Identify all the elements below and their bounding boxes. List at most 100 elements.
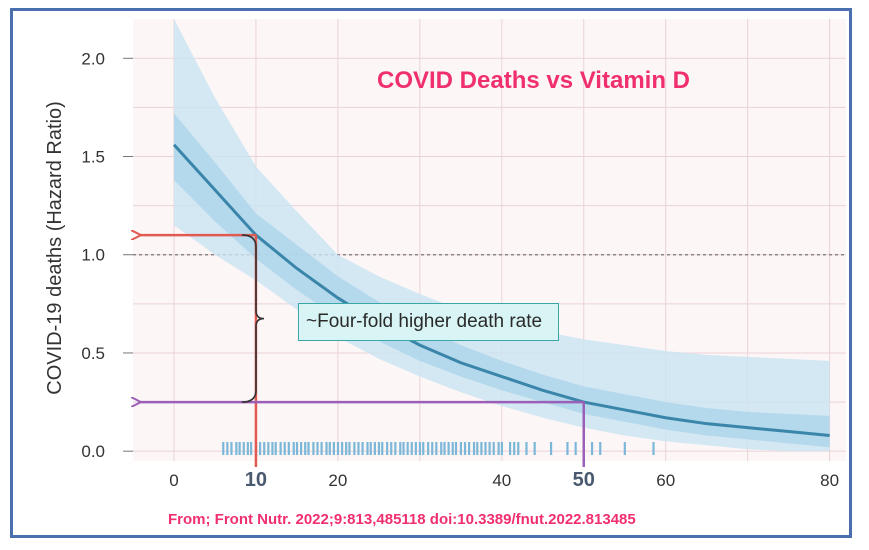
rug-mark: [336, 442, 340, 455]
rug-mark: [357, 442, 360, 455]
rug-mark: [366, 442, 369, 455]
rug-mark: [418, 442, 422, 455]
rug-mark: [373, 442, 376, 455]
rug-mark: [348, 442, 351, 455]
rug-mark: [517, 442, 520, 455]
x-tick-label: 80: [820, 471, 839, 490]
y-tick-label: 0.0: [81, 442, 105, 461]
rug-mark: [390, 442, 393, 455]
rug-mark: [300, 442, 303, 455]
chart-svg: 0.0 0.5 1.0 1.5 2.0 0 20 40 60 80 10 50 COVID Dea…: [44, 19, 846, 491]
rug-mark: [472, 442, 476, 455]
rug-mark: [468, 442, 471, 455]
rug-mark: [267, 442, 270, 455]
rug-mark: [369, 442, 372, 455]
rug-mark: [377, 442, 381, 455]
rug-mark: [623, 442, 626, 455]
rug-mark: [533, 442, 536, 455]
x-tick-label: 60: [656, 471, 675, 490]
hazard-ratio-line: [172, 143, 830, 437]
rug-mark: [246, 442, 249, 455]
rug-mark: [222, 442, 225, 455]
rug-mark: [307, 442, 310, 455]
rug-mark: [274, 442, 277, 455]
rug-mark: [652, 442, 655, 455]
rug-mark: [440, 442, 443, 455]
chart-title: COVID Deaths vs Vitamin D: [377, 67, 690, 94]
rug-mark: [399, 442, 402, 455]
rug-mark: [238, 442, 241, 455]
x-tick-label: 0: [169, 471, 178, 490]
rug-mark: [410, 442, 413, 455]
rug-mark: [263, 442, 266, 455]
rug-mark: [406, 442, 409, 455]
rug-mark: [242, 442, 245, 455]
rug-mark: [574, 442, 577, 455]
rug-mark: [386, 442, 389, 455]
rug-mark: [316, 442, 319, 455]
rug-mark: [402, 442, 405, 455]
rug-mark: [566, 442, 569, 455]
confidence-band-inner: [173, 113, 830, 448]
rug-mark: [451, 442, 454, 455]
x-tick-label: 20: [328, 471, 347, 490]
rug-mark: [513, 442, 516, 455]
rug-mark: [259, 442, 262, 455]
rug-mark: [394, 442, 397, 455]
rug-mark: [235, 442, 238, 455]
rug-mark: [250, 442, 253, 455]
rug-mark: [340, 442, 344, 455]
rug-mark: [292, 442, 295, 455]
y-tick-label: 1.0: [81, 246, 105, 265]
rug-mark: [459, 442, 463, 455]
x-tick-label: 40: [492, 471, 511, 490]
rug-mark: [287, 442, 290, 455]
source-citation: From; Front Nutr. 2022;9:813,485118 doi:…: [168, 511, 636, 528]
rug-mark: [328, 442, 331, 455]
rug-mark: [447, 442, 450, 455]
rug-mark: [283, 442, 286, 455]
rug-mark: [312, 442, 315, 455]
y-axis-title: COVID-19 deaths (Hazard Ratio): [44, 101, 66, 394]
y-tick-label: 2.0: [81, 49, 105, 68]
rug-mark: [508, 442, 512, 455]
rug-mark: [599, 442, 602, 455]
rug-mark: [484, 442, 487, 455]
rug-mark: [480, 442, 483, 455]
rug-marks: [222, 442, 655, 455]
rug-mark: [549, 442, 553, 455]
rug-mark: [525, 442, 528, 455]
rug-mark: [345, 442, 348, 455]
rug-mark: [271, 442, 274, 455]
marker-label: 50: [573, 469, 595, 491]
y-axis-ticks: 0.0 0.5 1.0 1.5 2.0: [81, 49, 133, 461]
rug-mark: [497, 442, 500, 455]
annotation-label: ~Four-fold higher death rate: [298, 303, 560, 341]
rug-mark: [422, 442, 425, 455]
rug-mark: [488, 442, 491, 455]
y-tick-label: 1.5: [81, 148, 105, 167]
rug-mark: [381, 442, 384, 455]
rug-mark: [361, 442, 364, 455]
rug-mark: [226, 442, 229, 455]
rug-mark: [590, 442, 594, 455]
rug-mark: [492, 442, 495, 455]
chart-frame: 0.0 0.5 1.0 1.5 2.0 0 20 40 60 80 10 50 COVID Dea…: [10, 8, 852, 538]
rug-mark: [500, 442, 503, 455]
y-tick-label: 0.5: [81, 344, 105, 363]
x-axis-ticks: 0 20 40 60 80: [169, 471, 839, 490]
rug-mark: [332, 442, 335, 455]
brace-bracket: [241, 234, 265, 403]
rug-mark: [431, 442, 434, 455]
rug-mark: [304, 442, 307, 455]
rug-mark: [454, 442, 458, 455]
rug-mark: [443, 442, 446, 455]
rug-mark: [463, 442, 467, 455]
rug-mark: [476, 442, 479, 455]
rug-mark: [295, 442, 299, 455]
rug-mark: [435, 442, 438, 455]
marker-label: 10: [245, 469, 267, 491]
rug-mark: [414, 442, 417, 455]
rug-mark: [320, 442, 323, 455]
rug-mark: [230, 442, 233, 455]
